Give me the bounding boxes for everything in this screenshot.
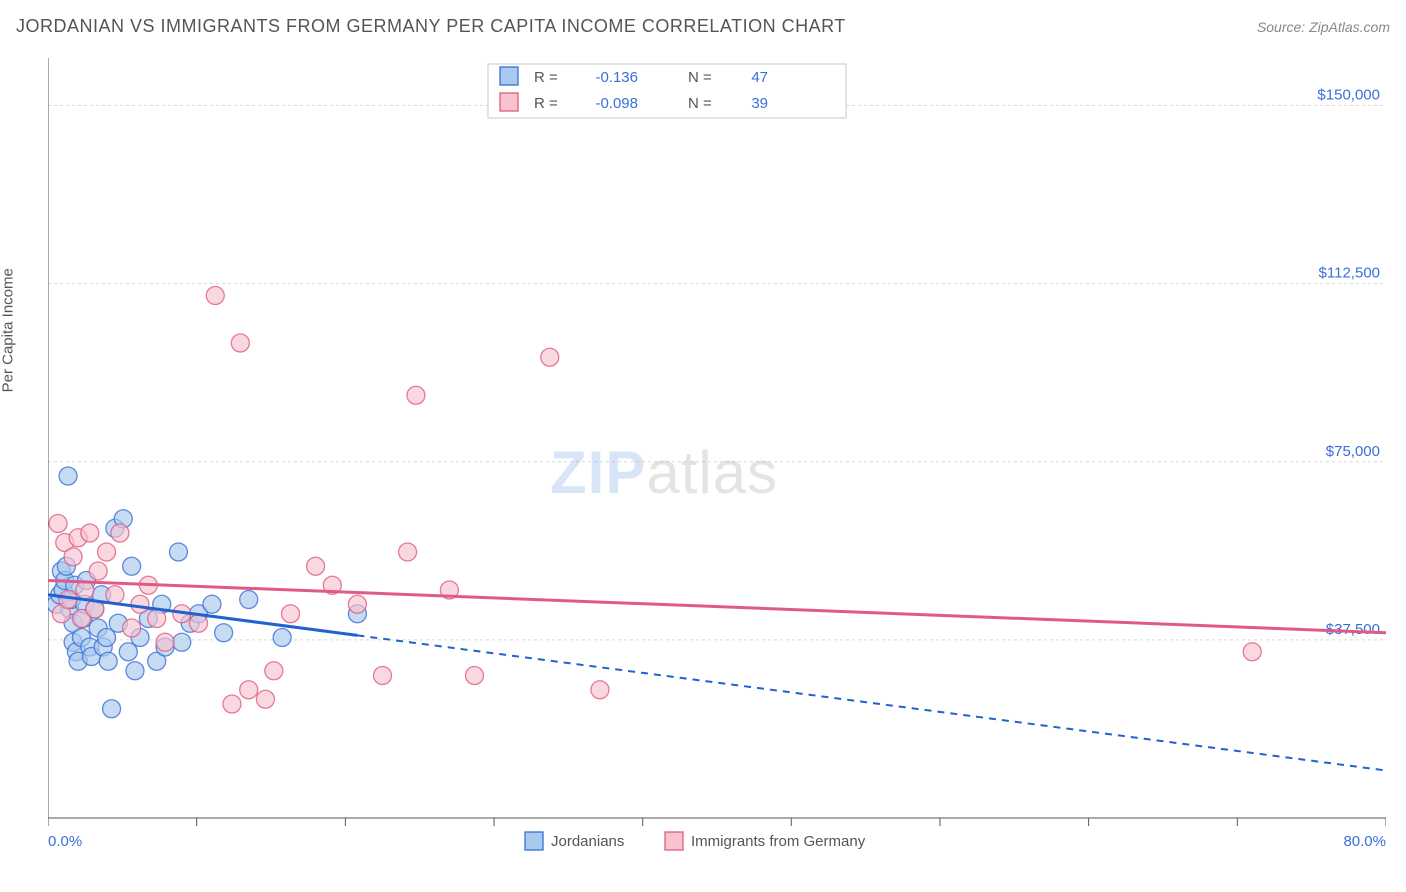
chart-title: JORDANIAN VS IMMIGRANTS FROM GERMANY PER…	[16, 16, 846, 37]
svg-text:39: 39	[751, 95, 768, 112]
svg-text:N =: N =	[688, 95, 712, 112]
svg-text:R =: R =	[534, 95, 558, 112]
svg-text:$112,500: $112,500	[1319, 265, 1380, 282]
svg-text:N =: N =	[688, 69, 712, 86]
svg-text:R =: R =	[534, 69, 558, 86]
correlation-chart: $37,500$75,000$112,500$150,0000.0%80.0%R…	[48, 58, 1386, 858]
svg-text:Jordanians: Jordanians	[551, 833, 624, 850]
svg-text:-0.098: -0.098	[595, 95, 638, 112]
svg-text:Immigrants from Germany: Immigrants from Germany	[691, 833, 866, 850]
source-attribution: Source: ZipAtlas.com	[1257, 19, 1390, 35]
svg-text:47: 47	[751, 69, 768, 86]
svg-text:$75,000: $75,000	[1326, 443, 1380, 460]
svg-text:$150,000: $150,000	[1317, 87, 1380, 104]
svg-text:0.0%: 0.0%	[48, 833, 82, 850]
svg-text:-0.136: -0.136	[595, 69, 638, 86]
y-axis-label: Per Capita Income	[0, 268, 17, 392]
svg-text:80.0%: 80.0%	[1343, 833, 1386, 850]
